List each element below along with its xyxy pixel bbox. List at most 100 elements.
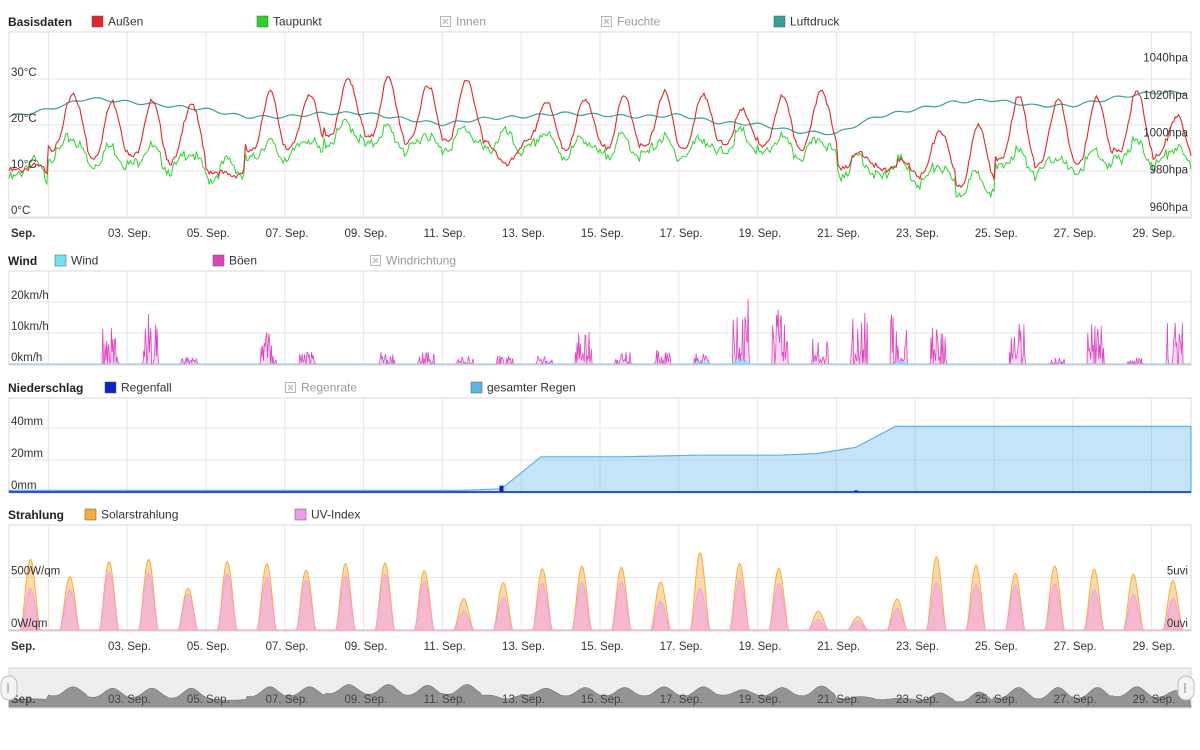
y-tick-label: 5uvi (1167, 566, 1188, 578)
x-tick-label: Sep. (11, 641, 35, 653)
solar-legend: Solarstrahlung UV-Index (84, 508, 360, 522)
solar-y-axis-right: 0uvi 5uvi (1167, 566, 1188, 631)
x-tick-label: 21. Sep. (817, 641, 860, 653)
legend-item-außen[interactable]: Außen (91, 15, 143, 29)
legend-label: gesamter Regen (487, 381, 576, 395)
x-tick-label: 13. Sep. (502, 641, 545, 653)
legend-swatch (84, 508, 97, 521)
basis-grid (9, 32, 1191, 218)
solar-y-axis-left: 0W/qm 500W/qm (11, 566, 60, 631)
navigator[interactable]: Sep. 03. Sep. 05. Sep. 07. Sep. 09. Sep. 11. … (0, 667, 1195, 709)
legend-swatch (104, 381, 117, 394)
y-tick-label: 0mm (11, 480, 37, 492)
solar-plot-area (9, 552, 1191, 631)
x-tick-label: 25. Sep. (975, 228, 1018, 240)
y-tick-label: 10km/h (11, 321, 49, 333)
legend-label: Regenfall (121, 381, 172, 395)
x-tick-label: 27. Sep. (1054, 228, 1097, 240)
x-tick-label: 13. Sep. (502, 694, 545, 706)
solar-panel: Strahlung Solarstrahlung UV-Index 0W/qm 50… (8, 508, 1192, 653)
y-tick-label: 500W/qm (11, 566, 60, 578)
x-tick-label: 09. Sep. (344, 694, 387, 706)
rain-title: Niederschlag (8, 381, 83, 395)
x-tick-label: Sep. (11, 228, 35, 240)
x-tick-label: 05. Sep. (187, 228, 230, 240)
basis-x-axis: Sep. 03. Sep. 05. Sep. 07. Sep. 09. Sep. 11. … (11, 228, 1175, 240)
x-tick-label: 27. Sep. (1054, 641, 1097, 653)
navigator-handle-right[interactable] (1177, 675, 1195, 701)
legend-swatch (470, 381, 483, 394)
legend-item-regenrate[interactable]: Regenrate (285, 381, 358, 395)
x-tick-label: 19. Sep. (738, 228, 781, 240)
x-tick-label: 29. Sep. (1132, 228, 1175, 240)
navigator-area (8, 684, 1192, 708)
legend-label: Solarstrahlung (101, 508, 178, 522)
y-tick-label: 0W/qm (11, 618, 47, 630)
series-uv-index-area (9, 571, 1191, 631)
legend-disabled-cross (372, 257, 379, 264)
y-tick-label: 1040hpa (1143, 53, 1188, 65)
legend-item-böen[interactable]: Böen (212, 254, 257, 268)
x-tick-label: 03. Sep. (108, 228, 151, 240)
series-wind-area (9, 357, 1191, 365)
legend-disabled-cross (442, 18, 449, 25)
legend-item-gesamter-regen[interactable]: gesamter Regen (470, 381, 576, 395)
x-tick-label: 23. Sep. (896, 641, 939, 653)
navigator-x-axis: Sep. 03. Sep. 05. Sep. 07. Sep. 09. Sep. 11. … (11, 694, 1175, 706)
y-tick-label: 1020hpa (1143, 90, 1188, 102)
legend-item-innen[interactable]: Innen (440, 15, 487, 29)
legend-swatch (294, 508, 307, 521)
y-tick-label: 980hpa (1150, 165, 1189, 177)
rain-plot-area (8, 425, 1192, 493)
solar-x-axis: Sep. 03. Sep. 05. Sep. 07. Sep. 09. Sep. 11. … (11, 641, 1175, 653)
series-aussen-line (8, 75, 1192, 188)
x-tick-label: 11. Sep. (424, 694, 466, 706)
legend-disabled-cross (603, 18, 610, 25)
basis-title: Basisdaten (8, 15, 72, 29)
series-gesamter-regen-area (8, 425, 1192, 493)
legend-item-regenfall[interactable]: Regenfall (104, 381, 172, 395)
series-regenfall-bar (854, 490, 859, 492)
legend-item-taupunkt[interactable]: Taupunkt (256, 15, 322, 29)
legend-item-solarstrahlung[interactable]: Solarstrahlung (84, 508, 178, 522)
y-tick-label: 0°C (11, 205, 30, 217)
legend-item-windrichtung[interactable]: Windrichtung (370, 254, 457, 268)
legend-swatch (91, 15, 104, 28)
x-tick-label: 21. Sep. (817, 228, 860, 240)
navigator-handle-left[interactable] (0, 675, 18, 701)
x-tick-label: 21. Sep. (817, 694, 860, 706)
x-tick-label: 15. Sep. (581, 641, 624, 653)
y-tick-label: 30°C (11, 67, 37, 79)
legend-label: Regenrate (301, 381, 357, 395)
y-tick-label: 1000hpa (1143, 127, 1188, 139)
x-tick-label: 23. Sep. (896, 228, 939, 240)
solar-title: Strahlung (8, 508, 64, 522)
x-tick-label: 17. Sep. (660, 641, 703, 653)
rain-y-axis-left: 0mm 20mm 40mm (11, 416, 43, 492)
x-tick-label: 19. Sep. (738, 694, 781, 706)
legend-item-feuchte[interactable]: Feuchte (601, 15, 661, 29)
legend-label: Windrichtung (386, 254, 456, 268)
x-tick-label: 07. Sep. (266, 228, 309, 240)
x-tick-label: 19. Sep. (738, 641, 781, 653)
legend-label: Außen (108, 15, 143, 29)
rain-legend: Regenfall Regenrate gesamter Regen (104, 381, 576, 395)
legend-item-luftdruck[interactable]: Luftdruck (773, 15, 840, 29)
y-tick-label: 0km/h (11, 352, 42, 364)
legend-item-wind[interactable]: Wind (54, 254, 98, 268)
x-tick-label: 03. Sep. (108, 694, 151, 706)
wind-title: Wind (8, 254, 37, 268)
legend-label: UV-Index (311, 508, 360, 522)
y-tick-label: 0uvi (1167, 618, 1188, 630)
x-tick-label: 11. Sep. (424, 228, 466, 240)
navigator-series (8, 684, 1192, 708)
legend-label: Innen (456, 15, 486, 29)
legend-label: Böen (229, 254, 257, 268)
legend-label: Luftdruck (790, 15, 840, 29)
legend-item-uv-index[interactable]: UV-Index (294, 508, 360, 522)
basis-y-axis-right: 960hpa 980hpa 1000hpa 1020hpa 1040hpa (1143, 53, 1188, 214)
wind-y-axis-left: 0km/h 10km/h 20km/h (11, 290, 49, 364)
wind-plot-area (9, 298, 1191, 366)
x-tick-label: 03. Sep. (108, 641, 151, 653)
